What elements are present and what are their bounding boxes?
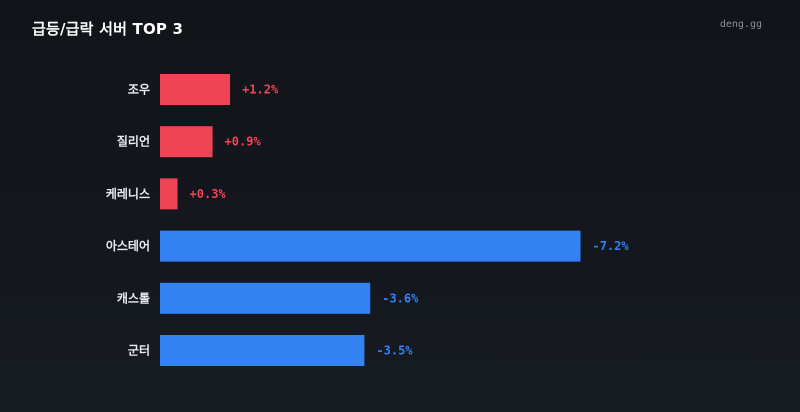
value-label-3: -7.2% [592, 239, 629, 253]
category-label-5: 군터 [128, 343, 150, 358]
bar-0 [160, 74, 231, 105]
value-label-0: +1.2% [242, 83, 279, 97]
chart-title: 급등/급락 서버 TOP 3 [32, 20, 184, 38]
category-label-2: 케레니스 [106, 186, 150, 201]
category-label-0: 조우 [128, 83, 150, 97]
bars-group: 조우 +1.2% 질리언 +0.9% 케레니스 +0.3% 아스테어 -7.2% 캐스톨 -3.6… [106, 74, 629, 366]
value-label-4: -3.6% [382, 291, 419, 305]
category-label-1: 질리언 [117, 134, 150, 149]
category-label-4: 캐스톨 [117, 291, 150, 305]
value-label-1: +0.9% [225, 135, 262, 149]
value-label-2: +0.3% [190, 187, 227, 201]
value-label-5: -3.5% [376, 344, 413, 358]
bar-1 [160, 126, 213, 158]
bar-3 [160, 230, 581, 262]
category-label-3: 아스테어 [106, 238, 150, 253]
bar-5 [160, 335, 365, 366]
bar-2 [160, 178, 178, 210]
bar-4 [160, 282, 371, 314]
brand-watermark: deng.gg [719, 19, 762, 30]
